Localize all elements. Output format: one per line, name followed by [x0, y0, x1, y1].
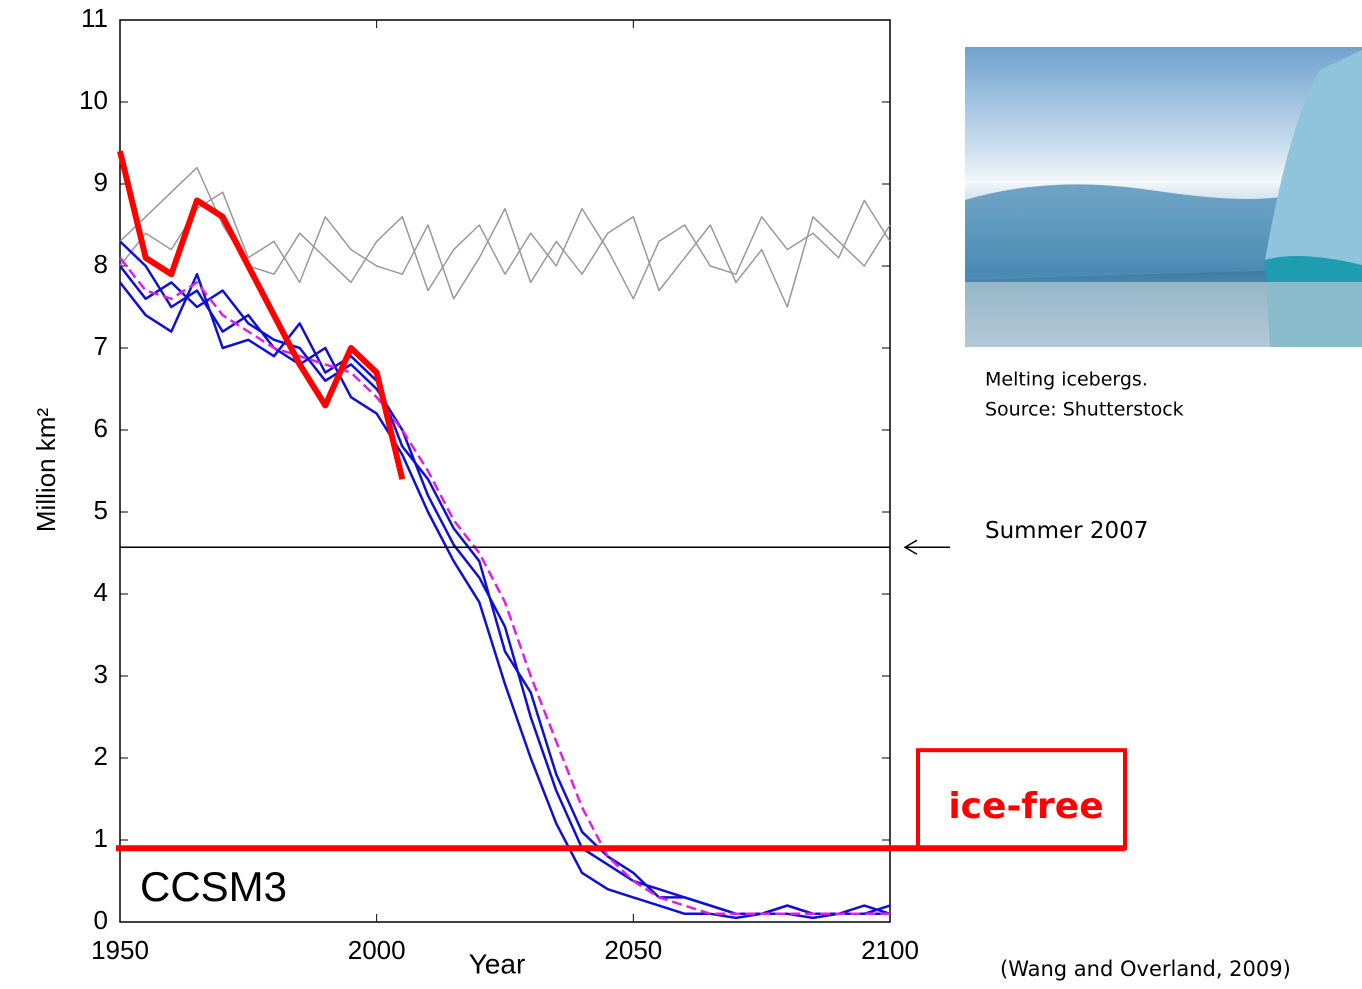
photo: [965, 47, 1362, 347]
y-tick-label: 10: [79, 85, 108, 115]
y-tick-label: 2: [94, 741, 108, 771]
x-tick-label: 2050: [604, 935, 662, 965]
series-line: [117, 150, 406, 480]
model-label: CCSM3: [140, 863, 287, 910]
photo-caption: Melting icebergs.: [985, 369, 1148, 391]
plot-frame: [119, 19, 891, 923]
series-line: [119, 265, 890, 920]
series-line: [119, 257, 890, 916]
y-tick-label: 7: [94, 331, 108, 361]
series-line: [119, 272, 891, 916]
y-tick-label: 5: [94, 495, 108, 525]
y-tick-label: 6: [94, 413, 108, 443]
y-axis-label: Million km²: [31, 408, 61, 533]
series-line: [119, 191, 891, 308]
x-axis-label: Year: [469, 948, 526, 979]
reference-label: ice-free: [948, 786, 1103, 827]
x-tick-label: 1950: [91, 935, 149, 965]
arrow: [903, 539, 950, 555]
photo-caption: Source: Shutterstock: [985, 399, 1184, 421]
y-tick-label: 9: [94, 167, 108, 197]
y-tick-label: 11: [81, 3, 108, 33]
y-tick-label: 0: [94, 905, 108, 935]
y-tick-label: 4: [94, 577, 108, 607]
x-tick-label: 2000: [348, 935, 406, 965]
y-tick-label: 1: [94, 823, 108, 853]
x-tick-label: 2100: [861, 935, 919, 965]
y-tick-label: 3: [94, 659, 108, 689]
y-tick-label: 8: [94, 249, 108, 279]
reference-label: Summer 2007: [985, 518, 1148, 544]
citation: (Wang and Overland, 2009): [1000, 957, 1291, 981]
